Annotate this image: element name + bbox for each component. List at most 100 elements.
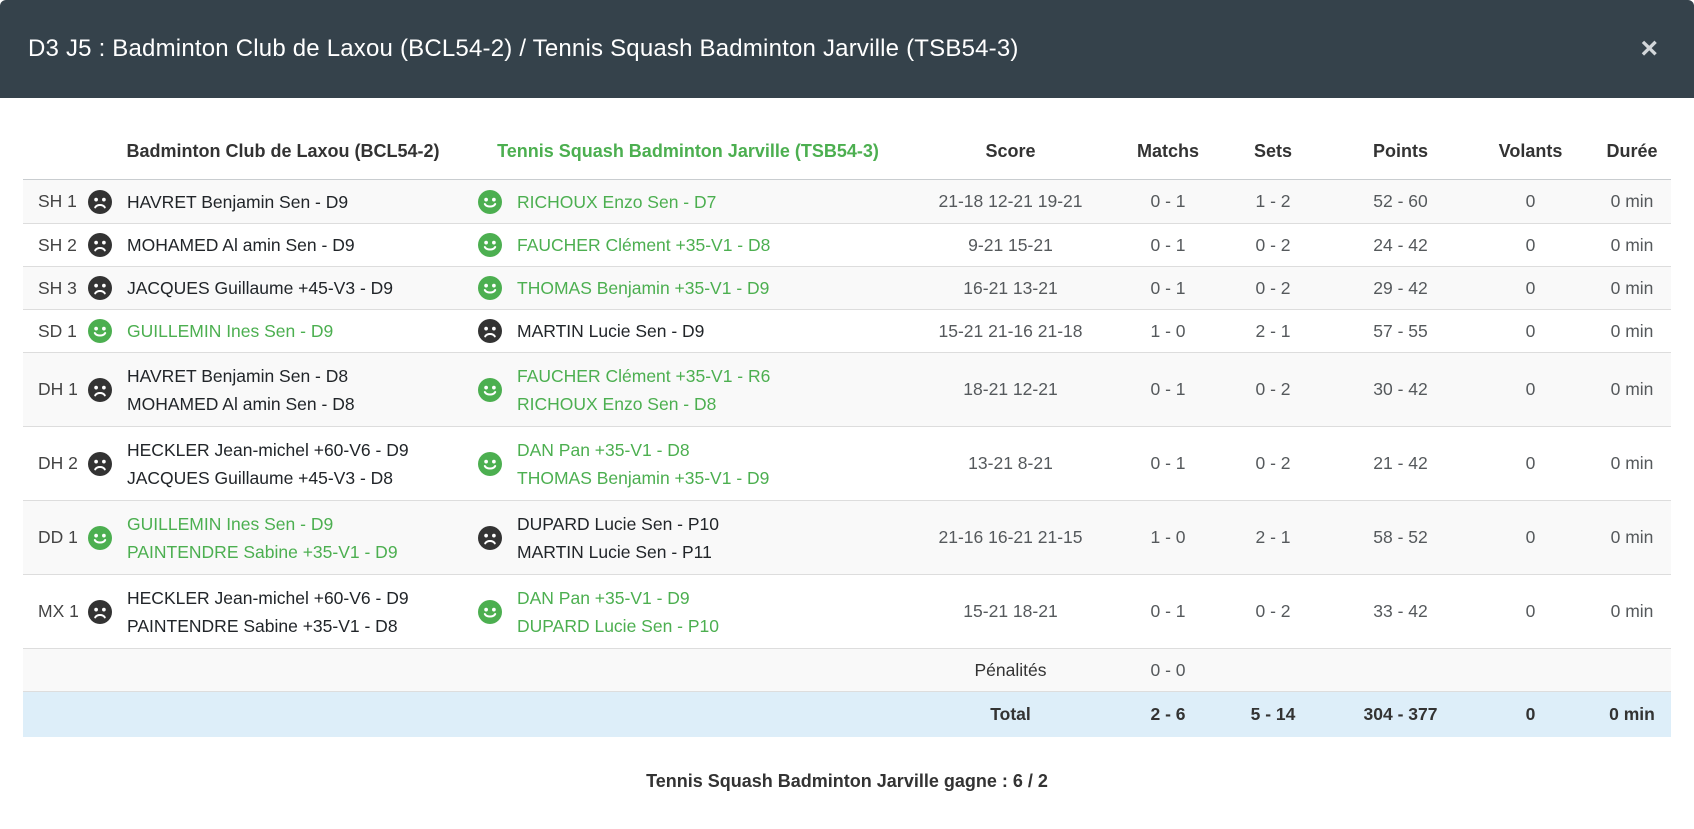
player-names: MOHAMED Al amin Sen - D9 [127,231,355,259]
sets-cell: 0 - 2 [1255,277,1291,298]
player-names: RICHOUX Enzo Sen - D7 [517,188,716,216]
points-cell: 52 - 60 [1373,191,1428,211]
match-type-label: SH 3 [38,277,77,298]
team2-players-cell: DAN Pan +35-V1 - D9 DUPARD Lucie Sen - P… [478,577,898,647]
penalties-label: Pénalités [974,659,1047,680]
player-name: JACQUES Guillaume +45-V3 - D8 [127,467,394,488]
sets-cell: 2 - 1 [1255,527,1291,547]
result-face-icon [478,377,502,402]
player-name: JACQUES Guillaume +45-V3 - D9 [127,278,394,298]
match-type-label: SD 1 [38,320,77,341]
result-face-icon [88,319,112,343]
points-cell: 33 - 42 [1373,601,1428,621]
volants-cell: 0 [1525,379,1536,399]
player-names: HAVRET Benjamin Sen - D8 MOHAMED Al amin… [127,362,355,418]
result-face-icon [478,525,502,550]
team2-players-cell: DAN Pan +35-V1 - D8 THOMAS Benjamin +35-… [478,429,898,499]
player-name: MARTIN Lucie Sen - D9 [517,321,705,341]
result-face-icon [88,377,112,402]
team1-players-cell: HAVRET Benjamin Sen - D8 MOHAMED Al amin… [88,355,478,425]
result-face-icon [478,233,502,257]
volants-cell: 0 [1525,234,1536,255]
player-names: FAUCHER Clément +35-V1 - R6 RICHOUX Enzo… [517,362,770,418]
result-face-icon [478,319,502,343]
table-row: MX 1 HECKLER Jean-michel +60-V6 - D9 PAI… [23,574,1671,648]
matchs-cell: 0 - 1 [1150,191,1186,211]
table-row: DH 1 HAVRET Benjamin Sen - D8 MOHAMED Al… [23,352,1671,426]
player-name: THOMAS Benjamin +35-V1 - D9 [517,467,770,488]
player-name: DUPARD Lucie Sen - P10 [517,615,719,636]
player-name: THOMAS Benjamin +35-V1 - D9 [517,278,770,298]
team1-header: Badminton Club de Laxou (BCL54-2) [126,141,440,161]
player-names: GUILLEMIN Ines Sen - D9 [127,317,333,345]
matchs-cell: 1 - 0 [1150,527,1186,547]
volants-cell: 0 [1525,453,1536,473]
player-name: MARTIN Lucie Sen - P11 [517,541,712,562]
close-icon[interactable]: × [1634,30,1664,68]
total-label: Total [990,704,1031,724]
table-row: SH 2 MOHAMED Al amin Sen - D9 [23,223,1671,266]
points-cell: 58 - 52 [1373,527,1428,547]
table-row: DH 2 HECKLER Jean-michel +60-V6 - D9 JAC… [23,426,1671,500]
team1-players-cell: HAVRET Benjamin Sen - D9 [88,181,478,223]
player-names: DAN Pan +35-V1 - D9 DUPARD Lucie Sen - P… [517,584,719,640]
player-name: HAVRET Benjamin Sen - D9 [127,191,349,212]
player-names: HECKLER Jean-michel +60-V6 - D9 PAINTEND… [127,584,409,640]
sets-cell: 1 - 2 [1255,191,1291,211]
team2-players-cell: FAUCHER Clément +35-V1 - D8 [478,224,898,266]
match-type-label: DH 1 [38,379,78,399]
total-duree-cell: 0 min [1609,704,1655,724]
matchs-cell: 1 - 0 [1150,320,1186,341]
volants-cell: 0 [1525,527,1536,547]
duree-cell: 0 min [1610,277,1654,298]
result-face-icon [88,599,112,624]
duree-cell: 0 min [1610,379,1654,399]
team2-players-cell: MARTIN Lucie Sen - D9 [478,310,898,352]
player-names: GUILLEMIN Ines Sen - D9 PAINTENDRE Sabin… [127,510,398,566]
team2-players-cell: RICHOUX Enzo Sen - D7 [478,181,898,223]
result-face-icon [478,451,502,476]
duree-cell: 0 min [1610,320,1654,341]
volants-cell: 0 [1525,320,1536,341]
matchs-column-header: Matchs [1136,141,1199,161]
points-cell: 24 - 42 [1373,234,1428,255]
duree-cell: 0 min [1610,191,1654,211]
matchs-cell: 0 - 1 [1150,453,1186,473]
points-column-header: Points [1372,141,1428,161]
match-result-summary: Tennis Squash Badminton Jarville gagne :… [646,771,1048,791]
points-cell: 57 - 55 [1373,320,1428,341]
player-name: PAINTENDRE Sabine +35-V1 - D9 [127,541,398,562]
team1-players-cell: HECKLER Jean-michel +60-V6 - D9 PAINTEND… [88,577,478,647]
total-points-cell: 304 - 377 [1363,704,1438,724]
table-row: SD 1 GUILLEMIN Ines Sen - D9 [23,309,1671,352]
score-cell: 15-21 18-21 [963,601,1058,621]
team2-header: Tennis Squash Badminton Jarville (TSB54-… [497,141,879,161]
score-cell: 21-18 12-21 19-21 [938,191,1083,211]
duree-cell: 0 min [1610,453,1654,473]
result-face-icon [478,276,502,300]
score-cell: 18-21 12-21 [963,379,1058,399]
player-name: MOHAMED Al amin Sen - D8 [127,393,355,414]
results-table: Badminton Club de Laxou (BCL54-2) Tennis… [23,124,1671,737]
sets-column-header: Sets [1253,141,1293,161]
player-names: HAVRET Benjamin Sen - D9 [127,188,348,216]
team2-players-cell: THOMAS Benjamin +35-V1 - D9 [478,267,898,309]
matchs-cell: 0 - 1 [1150,234,1186,255]
score-cell: 16-21 13-21 [963,277,1058,298]
sets-cell: 0 - 2 [1255,453,1291,473]
penalties-matchs-cell: 0 - 0 [1150,659,1186,680]
volants-column-header: Volants [1498,141,1563,161]
player-name: GUILLEMIN Ines Sen - D9 [127,321,334,341]
player-names: DAN Pan +35-V1 - D8 THOMAS Benjamin +35-… [517,436,769,492]
player-name: HAVRET Benjamin Sen - D8 [127,365,349,386]
player-names: FAUCHER Clément +35-V1 - D8 [517,231,770,259]
player-name: FAUCHER Clément +35-V1 - R6 [517,365,771,386]
result-face-icon [88,525,112,550]
team1-players-cell: HECKLER Jean-michel +60-V6 - D9 JACQUES … [88,429,478,499]
score-column-header: Score [985,141,1036,161]
table-row: SH 3 JACQUES Guillaume +45-V3 - D9 [23,266,1671,309]
table-body: SH 1 HAVRET Benjamin Sen - D9 [23,180,1671,648]
matchs-cell: 0 - 1 [1150,601,1186,621]
volants-cell: 0 [1525,277,1536,298]
